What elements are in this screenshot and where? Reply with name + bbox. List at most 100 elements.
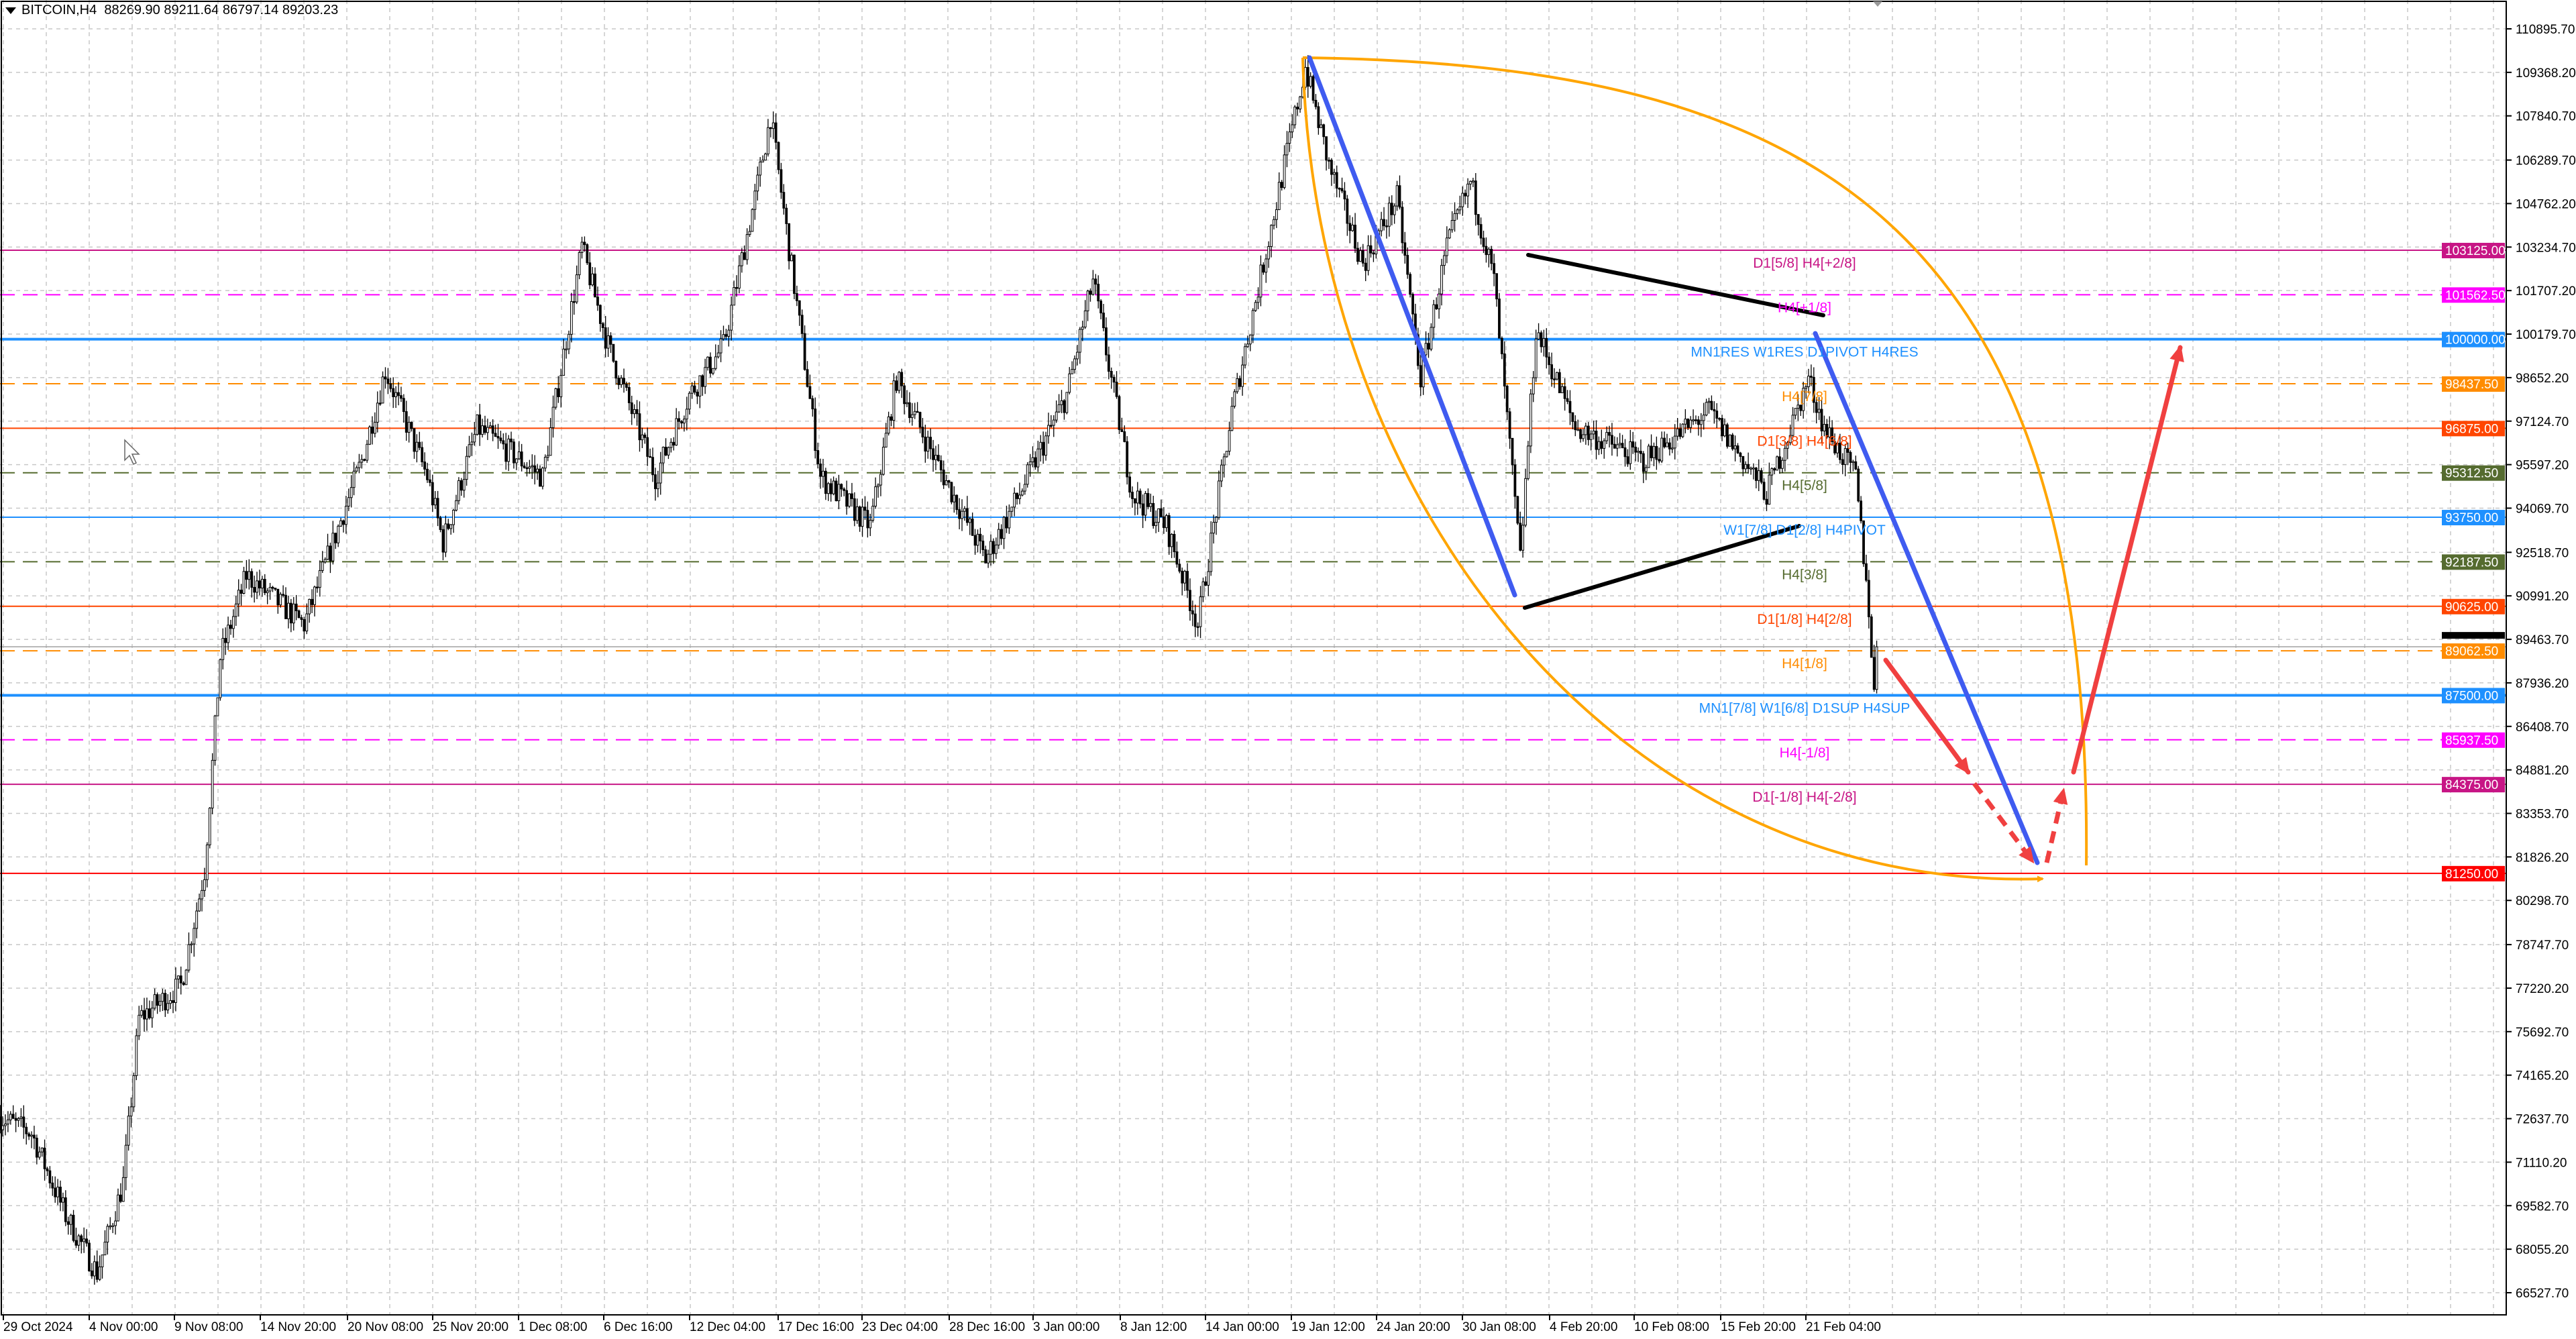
candle-body — [1118, 396, 1121, 430]
candle-body — [1718, 418, 1721, 420]
candle-body — [1120, 429, 1124, 433]
price-tick-label: 83353.70 — [2516, 808, 2569, 822]
candle-body — [1155, 522, 1158, 527]
candle-body — [649, 456, 651, 458]
candle-body — [887, 416, 890, 434]
drawings — [1301, 55, 2184, 883]
candle-body — [499, 437, 502, 441]
candle-body — [851, 493, 853, 499]
candle-body — [698, 375, 702, 396]
candle-body — [1178, 564, 1181, 572]
candle-body — [211, 759, 214, 809]
candle-body — [651, 457, 654, 476]
candle-body — [1658, 459, 1661, 462]
candle-body — [1453, 213, 1456, 221]
candle-body — [504, 443, 508, 462]
candle-body — [541, 468, 544, 487]
candle-body — [979, 533, 982, 541]
triangle-upper-line[interactable] — [1526, 253, 1825, 317]
candle-body — [1387, 203, 1391, 227]
candle-body — [1556, 372, 1558, 380]
candle-body — [1511, 437, 1514, 466]
candle-body — [604, 327, 607, 349]
candle-body — [287, 602, 290, 619]
chart-shift-marker-icon[interactable] — [1873, 1, 1882, 7]
time-axis[interactable]: 29 Oct 2024 4 Nov 00:00 9 Nov 08:00 14 Nov … — [3, 1315, 1881, 1334]
time-tick-label: 9 Nov 08:00 — [174, 1320, 243, 1334]
candle-body — [1380, 219, 1383, 231]
candle-body — [924, 436, 927, 452]
candle-body — [932, 448, 934, 460]
candle-body — [486, 427, 489, 433]
price-tick-label: 92518.70 — [2516, 546, 2569, 560]
candle-body — [114, 1220, 117, 1226]
candle-body — [1458, 206, 1462, 211]
candle-body — [1330, 160, 1333, 175]
candle-body — [289, 602, 292, 624]
candle-body — [1146, 493, 1150, 507]
candle-body — [814, 409, 817, 451]
candle-body — [198, 898, 201, 912]
candle-body — [724, 334, 728, 337]
candle-body — [1600, 441, 1603, 449]
candle-body — [323, 559, 327, 563]
candle-body — [1571, 412, 1574, 422]
candle-body — [510, 438, 513, 443]
price-tick-label: 66527.70 — [2516, 1287, 2569, 1301]
candle-body — [397, 392, 400, 396]
candle-body — [415, 441, 419, 452]
candle-body — [1762, 482, 1766, 500]
candle-body — [1807, 376, 1810, 387]
candle-body — [1390, 203, 1393, 215]
arc-upper[interactable] — [1302, 56, 2088, 866]
level-label: H4[1/8] — [1782, 656, 1827, 672]
candle-body — [1419, 365, 1422, 388]
time-tick-label: 4 Nov 00:00 — [89, 1320, 158, 1334]
candle-body — [515, 458, 518, 464]
candle-body — [407, 421, 411, 433]
candle-body — [939, 460, 943, 471]
candle-body — [1464, 193, 1467, 197]
time-tick-label: 28 Dec 16:00 — [949, 1320, 1025, 1334]
candle-body — [1623, 447, 1627, 458]
candle-body — [696, 392, 699, 396]
candle-body — [981, 540, 985, 550]
forecast-dashed-up[interactable] — [2044, 788, 2068, 863]
candle-body — [1760, 470, 1763, 483]
candle-body — [513, 441, 515, 464]
candle-body — [405, 411, 408, 433]
forecast-arrow-up[interactable] — [2071, 345, 2184, 775]
candle-body — [1280, 182, 1283, 189]
candle-body — [1485, 246, 1488, 256]
candle-body — [1430, 327, 1433, 350]
dropdown-triangle-icon[interactable] — [5, 7, 16, 14]
candle-body — [916, 411, 919, 413]
candle-body — [331, 533, 335, 561]
trendline-down-2[interactable] — [1813, 331, 2040, 865]
forecast-dashed-down[interactable] — [1972, 782, 2035, 864]
trendline-down-1[interactable] — [1307, 55, 1517, 598]
level-label: MN1RES W1RES D1PIVOT H4RES — [1690, 345, 1918, 360]
candle-body — [1008, 511, 1011, 529]
candle-body — [384, 376, 387, 380]
candle-body — [1265, 258, 1268, 273]
triangle-lower-line[interactable] — [1523, 524, 1801, 610]
candle-body — [554, 388, 557, 408]
arc-lower[interactable] — [1301, 57, 2044, 883]
candle-body — [528, 466, 531, 469]
price-tag: 95312.50 — [2445, 467, 2498, 481]
price-axis[interactable]: 110895.70 109368.20 107840.70 106289.70 1047… — [2506, 23, 2576, 1301]
forecast-arrow-down[interactable] — [1883, 657, 1971, 775]
current-price-tag-bg — [2442, 632, 2505, 639]
time-tick-label: 21 Feb 04:00 — [1806, 1320, 1881, 1334]
candle-body — [64, 1197, 67, 1222]
candle-body — [224, 638, 227, 643]
candle-body — [1843, 448, 1847, 465]
candle-body — [1615, 444, 1619, 449]
candle-body — [646, 437, 649, 457]
candle-body — [788, 223, 791, 262]
candle-body — [11, 1114, 15, 1119]
candle-body — [279, 594, 282, 606]
price-tick-label: 104762.20 — [2516, 197, 2576, 211]
